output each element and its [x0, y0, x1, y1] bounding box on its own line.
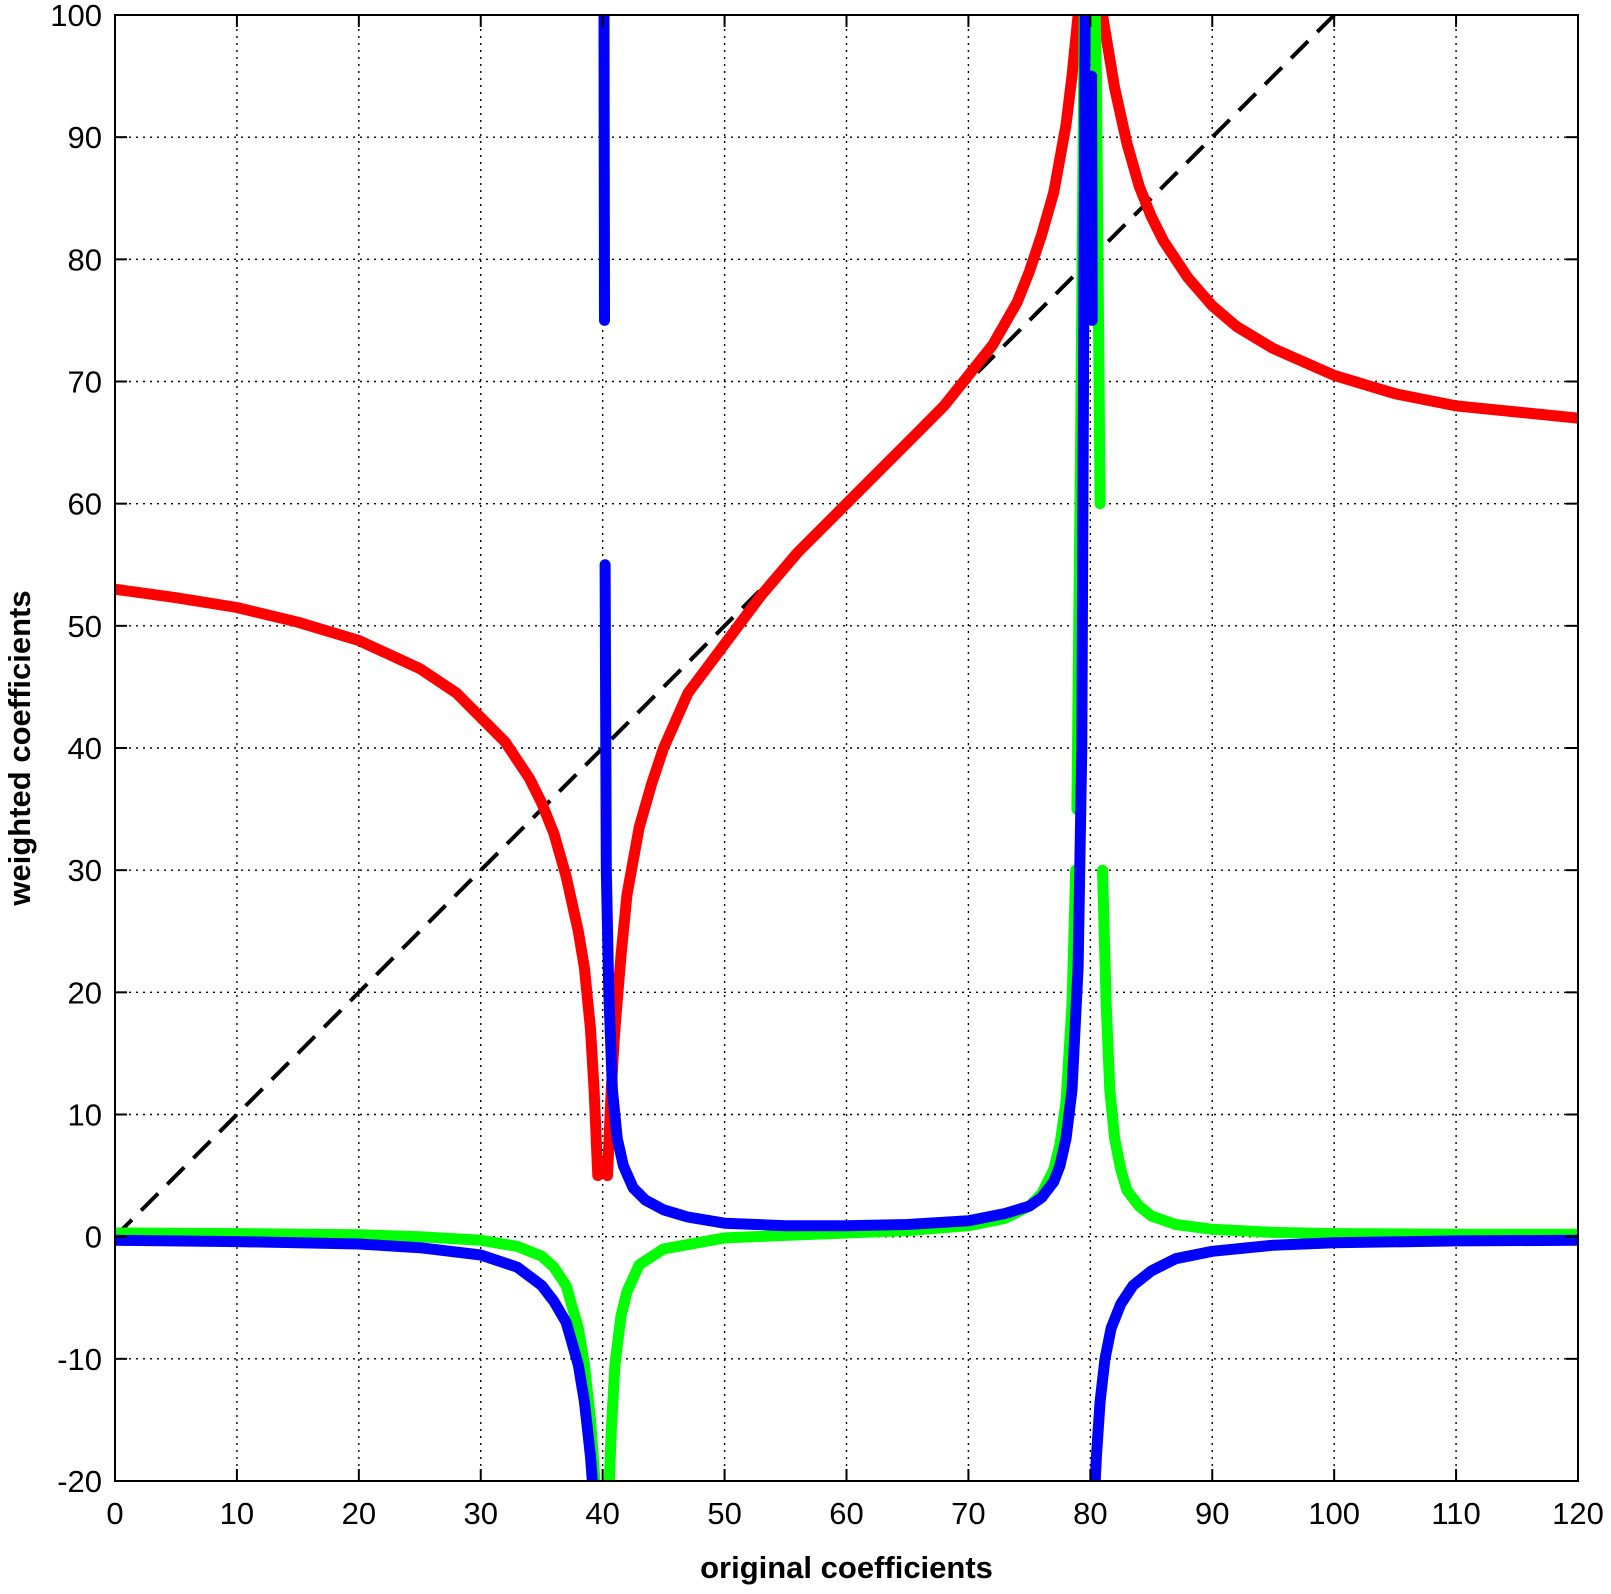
y-tick-label: -20: [57, 1464, 102, 1499]
y-tick-label: 30: [68, 853, 102, 888]
green-series-line: [1097, 864, 1578, 1240]
x-tick-label: 0: [106, 1496, 123, 1531]
y-axis-title: weighted coefficients: [2, 590, 37, 906]
x-axis-title: original coefficients: [700, 1550, 993, 1585]
x-tick-label: 30: [464, 1496, 498, 1531]
y-tick-label: -10: [57, 1342, 102, 1377]
x-tick-label: 120: [1552, 1496, 1604, 1531]
red-series-line: [115, 583, 604, 1182]
identity-series-line: [115, 15, 1336, 1239]
x-tick-label: 110: [1431, 1496, 1480, 1531]
x-tick-label: 20: [342, 1496, 376, 1531]
red-series-line: [602, 15, 1084, 1182]
y-tick-label: 70: [68, 365, 102, 400]
y-tick-label: 20: [68, 975, 102, 1010]
y-tick-label: 100: [50, 0, 102, 33]
x-tick-label: 100: [1308, 1496, 1360, 1531]
blue-series-line: [599, 15, 1091, 1232]
series-group: [115, 15, 1578, 1481]
y-tick-label: 90: [68, 120, 102, 155]
blue-series-line: [1089, 1234, 1578, 1481]
x-tick-label: 90: [1195, 1496, 1229, 1531]
x-tick-label: 80: [1073, 1496, 1107, 1531]
blue-series-line: [1086, 70, 1098, 326]
x-tick-label: 10: [220, 1496, 254, 1531]
red-series-line: [1096, 15, 1578, 424]
x-tick-label: 40: [585, 1496, 619, 1531]
y-tick-label: 0: [85, 1220, 102, 1255]
y-tick-label: 60: [68, 487, 102, 522]
tick-marks: [114, 14, 1579, 1482]
y-tick-label: 10: [68, 1098, 102, 1133]
y-tick-label: 50: [68, 609, 102, 644]
x-tick-label: 70: [951, 1496, 985, 1531]
y-tick-label: 40: [68, 731, 102, 766]
y-tick-label: 80: [68, 242, 102, 277]
blue-series-line: [115, 1234, 598, 1481]
x-tick-label: 50: [707, 1496, 741, 1531]
x-tick-label: 60: [829, 1496, 863, 1531]
tick-labels: 0 10 20 30 40 50 60 70 80 90 100 110 120 -20 -10 0 10 20 3…: [50, 0, 1604, 1531]
blue-series-line: [598, 15, 610, 326]
